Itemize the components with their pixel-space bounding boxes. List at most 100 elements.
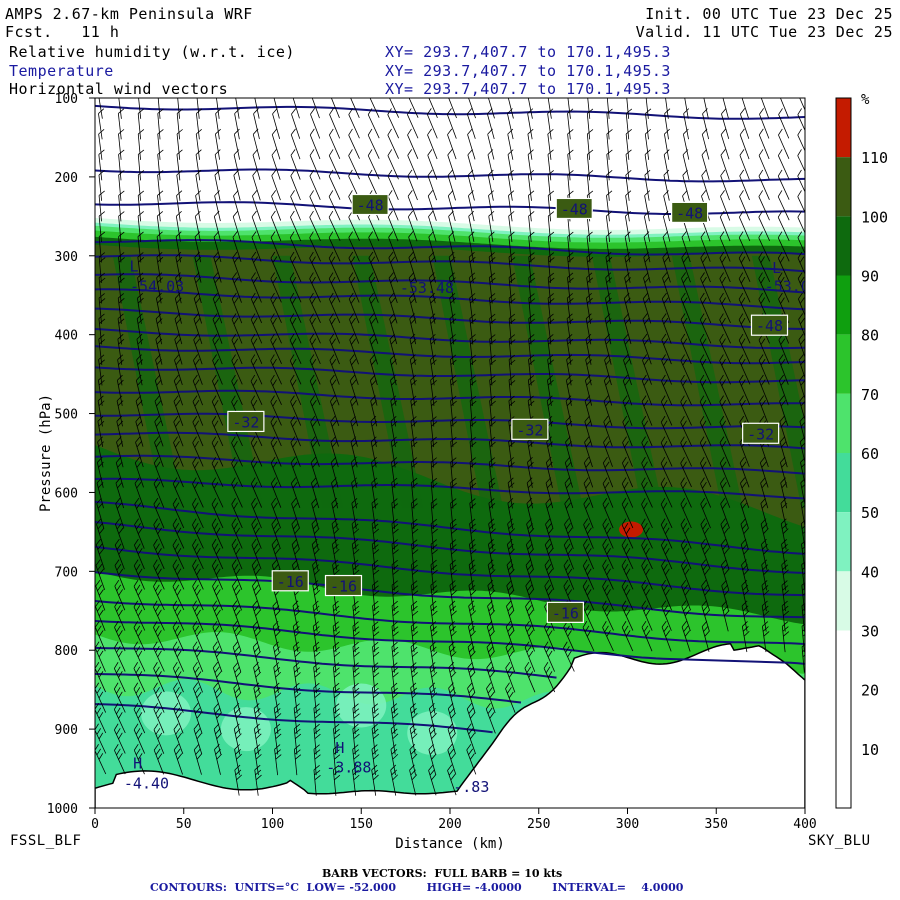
wind-barb-flag	[176, 589, 182, 596]
wind-barb-flag	[331, 297, 336, 304]
wind-barb	[449, 539, 458, 571]
wind-barb-flag	[585, 333, 592, 340]
wind-barb-staff	[662, 257, 671, 283]
wind-barb-staff	[547, 195, 552, 222]
wind-barb-flag	[294, 749, 301, 755]
wind-barb-flag	[231, 313, 237, 320]
wind-barb-staff	[96, 524, 105, 550]
wind-barb	[447, 128, 457, 160]
wind-barb-flag	[527, 395, 534, 402]
wind-barb-flag	[391, 703, 398, 709]
wind-barb-staff	[447, 154, 457, 180]
wind-barb-flag	[353, 626, 360, 632]
wind-barb-flag	[272, 461, 278, 468]
wind-barb-flag	[762, 523, 768, 530]
wind-barb-flag	[157, 256, 164, 263]
wind-barb	[661, 579, 672, 611]
wind-barb-flag	[328, 272, 334, 279]
wind-barb	[720, 190, 731, 221]
wind-barb-staff	[348, 98, 360, 118]
wind-barb-flag	[329, 313, 334, 320]
wind-barb-flag	[466, 108, 473, 115]
wind-barb-flag	[392, 692, 399, 699]
wind-barb-flag	[641, 374, 647, 382]
wind-barb-flag	[271, 190, 277, 197]
wind-barb-staff	[622, 380, 633, 406]
wind-barb-flag	[373, 713, 380, 719]
contour-label: -48	[561, 200, 588, 218]
wind-barb-staff	[798, 319, 805, 344]
wind-barb-flag	[802, 590, 805, 596]
wind-barb-flag	[153, 743, 159, 751]
wind-barb	[680, 559, 692, 590]
wind-barb-flag	[802, 549, 805, 555]
wind-barb	[153, 723, 165, 754]
wind-barb-flag	[489, 293, 496, 299]
wind-barb-flag	[387, 169, 393, 177]
wind-barb-flag	[293, 641, 300, 648]
wind-barb-flag	[719, 272, 724, 279]
wind-barb-flag	[431, 421, 438, 427]
wind-barb-staff	[486, 626, 495, 652]
field-xy-rh: XY= 293.7,407.7 to 170.1,495.3	[385, 43, 671, 61]
wind-barb	[232, 231, 242, 262]
wind-barb-staff	[505, 688, 516, 713]
wind-barb	[211, 395, 224, 426]
wind-barb	[738, 292, 751, 323]
wind-barb-flag	[508, 671, 514, 678]
wind-barb-flag	[740, 518, 746, 525]
wind-barb-flag	[114, 641, 119, 649]
wind-barb-staff	[329, 380, 340, 406]
wind-barb	[310, 477, 320, 509]
wind-barb	[699, 415, 712, 447]
wind-barb-staff	[721, 113, 730, 139]
wind-barb-staff	[738, 278, 751, 303]
wind-barb-flag	[215, 748, 221, 755]
wind-barb-flag	[373, 631, 380, 637]
wind-barb-flag	[156, 379, 162, 386]
wind-barb-flag	[114, 600, 119, 607]
contour-label-box	[511, 418, 549, 440]
wind-barb	[488, 190, 494, 222]
wind-barb	[234, 98, 240, 119]
wind-barb-flag	[372, 600, 379, 607]
wind-barb-flag	[194, 543, 199, 551]
wind-barb-staff	[489, 318, 493, 345]
wind-barb	[193, 723, 203, 755]
wind-barb-staff	[661, 380, 673, 406]
wind-barb-flag	[487, 169, 494, 176]
wind-barb-flag	[196, 712, 202, 719]
wind-barb-flag	[172, 621, 178, 628]
temperature-contour	[95, 600, 805, 645]
wind-barb	[118, 129, 125, 160]
wind-barb-flag	[274, 744, 281, 750]
wind-barb-staff	[427, 134, 438, 160]
wind-barb	[701, 600, 710, 632]
wind-barb-flag	[273, 543, 279, 550]
wind-barb-staff	[194, 277, 202, 304]
wind-barb	[289, 231, 302, 262]
wind-barb-staff	[508, 298, 512, 324]
wind-barb-flag	[505, 641, 511, 648]
wind-barb-flag	[528, 630, 534, 637]
x-tick-label: 150	[350, 817, 373, 832]
wind-barb-flag	[214, 190, 220, 197]
wind-barb-flag	[252, 641, 259, 648]
wind-barb-staff	[605, 216, 611, 242]
wind-barb-flag	[172, 538, 178, 546]
wind-barb-flag	[235, 589, 241, 596]
wind-barb-staff	[448, 257, 455, 283]
colorbar-bin	[836, 571, 851, 631]
wind-barb-flag	[117, 420, 124, 427]
wind-barb-flag	[509, 400, 516, 406]
wind-barb-flag	[702, 297, 707, 304]
wind-barb-flag	[468, 580, 475, 586]
wind-barb	[449, 354, 457, 386]
wind-barb-flag	[330, 415, 336, 422]
wind-barb-flag	[797, 272, 803, 279]
wind-barb-flag	[314, 631, 321, 637]
wind-barb-flag	[332, 502, 339, 509]
wind-barb-flag	[739, 128, 745, 135]
wind-barb-flag	[332, 523, 339, 530]
wind-barb-staff	[738, 340, 751, 364]
